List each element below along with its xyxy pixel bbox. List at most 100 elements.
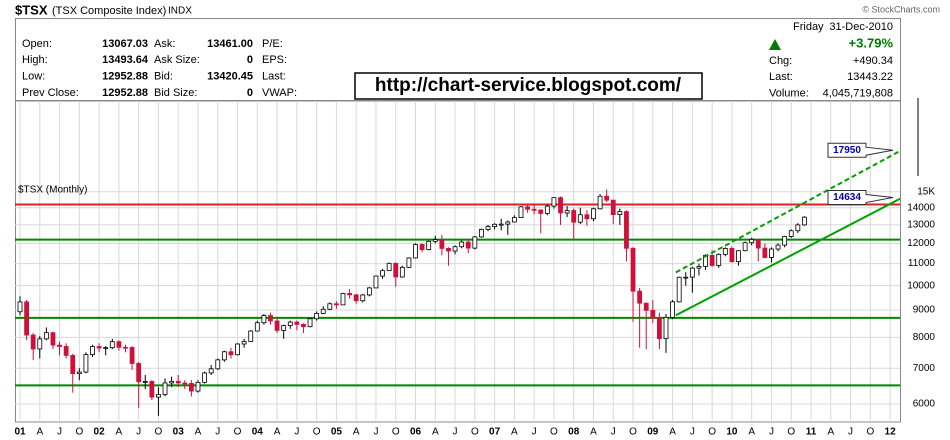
x-tick-label: 03 [173,427,185,438]
y-tick-label: 13000 [907,220,935,231]
x-tick-label: J [611,427,616,438]
quote-field: Ask Size: [154,54,200,66]
x-tick-label: A [274,427,281,438]
callout-label: 17950 [833,145,861,156]
candle-body [175,380,181,384]
x-tick-label: 04 [252,427,264,438]
quote-field: 12952.88 [102,87,148,99]
candle-body [37,338,43,350]
symbol: $TSX [15,2,48,17]
candle-body [432,239,438,242]
x-tick-label: O [392,427,400,438]
candle-body [334,303,339,306]
candle-body [314,313,320,320]
change-percent: +3.79% [849,35,894,50]
candle-body [657,317,662,339]
candle-body [188,383,194,392]
candle-body [215,359,221,370]
callout-label: 14634 [833,192,861,203]
candle-body [716,253,722,266]
candle-body [307,318,313,328]
trend-line [675,197,901,317]
x-tick-label: A [748,427,755,438]
candle-body [775,244,781,250]
x-tick-label: O [866,427,874,438]
candle-body [538,209,544,214]
candle-body [76,371,82,375]
quote-field: 0 [247,87,253,99]
quote-field: High: [22,54,48,66]
quote-field: 12952.88 [102,71,148,83]
x-tick-label: A [36,427,43,438]
candle-body [287,321,293,326]
x-tick-label: O [708,427,716,438]
quote-field: Low: [22,71,45,83]
candle-body [479,228,484,238]
y-tick-label: 6000 [913,399,936,410]
candle-body [624,211,629,249]
callout-box [827,189,894,205]
candle-body [558,197,563,214]
candle-body [564,210,570,214]
candle-body [353,294,359,302]
candle-body [221,351,227,361]
candle-body [782,236,788,246]
candle-body [584,214,590,220]
candle-body [722,248,728,255]
index-name: (TSX Composite Index) [52,5,166,17]
candle-body [169,380,175,384]
candle-body [109,341,115,349]
candle-body [248,330,254,342]
candle-body [261,315,267,324]
candle-body [162,382,168,395]
candle-body [235,343,240,356]
candle-body [498,223,504,226]
weekday: Friday [793,21,824,33]
trend-line [675,150,901,274]
candle-body [762,247,768,258]
candle-body [136,363,142,383]
candle-body [525,206,530,210]
candle-body [459,241,465,248]
copyright: © StockCharts.com [862,4,940,14]
candle-body [393,262,399,278]
candle-body [610,199,616,215]
x-tick-label: J [769,427,774,438]
candle-body [439,239,445,249]
candle-body [413,244,418,259]
candle-body [281,325,287,331]
candle-body [360,294,366,302]
candle-body [577,214,583,223]
candle-body [156,394,161,398]
candle-body [630,247,636,292]
candle-body [96,346,102,349]
callout-box [827,142,894,158]
x-tick-label: O [75,427,83,438]
candle-body [83,354,89,373]
candle-body [544,205,550,214]
x-tick-label: 07 [489,427,501,438]
x-tick-label: J [848,427,853,438]
candle-body [505,221,511,225]
quote-field: P/E: [262,38,283,50]
candle-body [472,236,478,249]
x-tick-label: A [195,427,202,438]
candle-body [663,316,669,339]
candle-body [50,332,56,346]
candle-body [195,381,201,392]
candle-body [736,250,741,263]
candle-body [123,346,128,349]
x-tick-label: O [629,427,637,438]
candle-body [340,293,346,306]
x-tick-label: 05 [331,427,343,438]
candle-body [320,308,326,314]
watermark: http://chart-service.blogspot.com/ [375,75,682,96]
x-tick-label: J [690,427,695,438]
quote-field: 13420.45 [207,71,253,83]
x-tick-label: J [215,427,220,438]
candle-body [742,242,748,252]
y-tick-label: 15K [917,186,935,197]
x-tick-label: 06 [410,427,422,438]
candle-body [709,255,715,266]
